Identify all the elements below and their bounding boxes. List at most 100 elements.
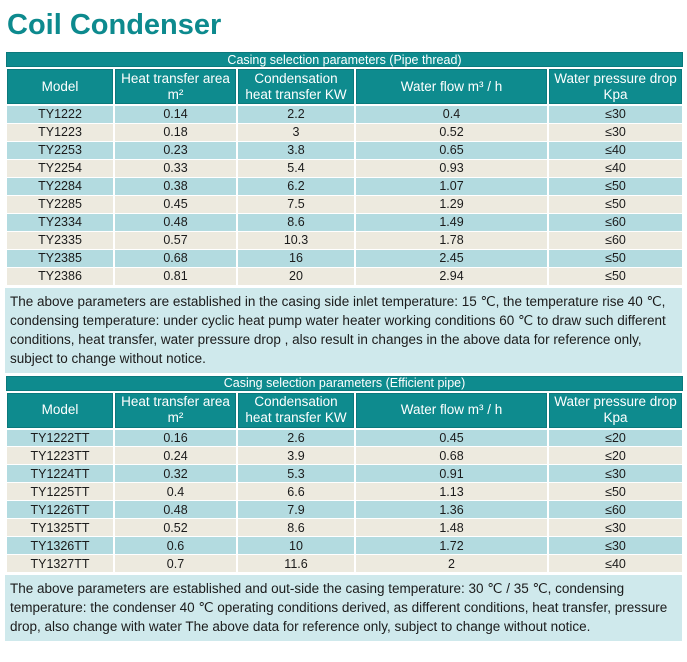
table-cell: 5.3 xyxy=(236,464,356,483)
table-cell: ≤60 xyxy=(547,500,684,519)
page-title: Coil Condenser xyxy=(7,9,222,41)
table-cell: TY1225TT xyxy=(5,482,115,501)
table-cell: ≤30 xyxy=(546,104,685,124)
table-cell: TY1223 xyxy=(5,122,115,142)
table-header-row: Model Heat transfer area m² Condensation hea… xyxy=(5,390,684,430)
table-cell: 1.49 xyxy=(354,212,549,232)
table-row: TY2334 0.48 8.6 1.49 ≤60 xyxy=(5,212,685,232)
pipe-thread-table: Casing selection parameters (Pipe thread… xyxy=(5,52,685,286)
table-cell: 0.81 xyxy=(113,266,238,286)
table-cell: 0.65 xyxy=(354,140,549,160)
table-cell: TY2254 xyxy=(5,158,115,178)
table-cell: TY2334 xyxy=(5,212,115,232)
table-cell: TY2386 xyxy=(5,266,115,286)
table-cell: 1.13 xyxy=(354,482,549,501)
table-cell: ≤40 xyxy=(546,140,685,160)
column-header-line: heat transfer KW xyxy=(245,410,347,425)
table-cell: 1.78 xyxy=(354,230,549,250)
table-cell: TY2335 xyxy=(5,230,115,250)
table-cell: 2.6 xyxy=(236,428,356,447)
table-row: TY1222TT 0.16 2.6 0.45 ≤20 xyxy=(5,428,684,447)
table-cell: 10 xyxy=(236,536,356,555)
column-header: Heat transfer area m² xyxy=(113,390,238,430)
table-cell: TY1327TT xyxy=(5,554,115,573)
table-row: TY1225TT 0.4 6.6 1.13 ≤50 xyxy=(5,482,684,501)
table-cell: ≤50 xyxy=(547,482,684,501)
column-header-line: Condensation xyxy=(254,70,338,86)
table-cell: TY2285 xyxy=(5,194,115,214)
table-cell: 0.38 xyxy=(113,176,238,196)
table-cell: 7.9 xyxy=(236,500,356,519)
table-caption: Casing selection parameters (Efficient p… xyxy=(6,375,683,393)
table-row: TY1326TT 0.6 10 1.72 ≤30 xyxy=(5,536,684,555)
table-cell: 5.4 xyxy=(236,158,356,178)
column-header-line: Model xyxy=(41,78,79,94)
table-row: TY1222 0.14 2.2 0.4 ≤30 xyxy=(5,104,685,124)
column-header: Model xyxy=(5,67,115,106)
table-cell: 3.8 xyxy=(236,140,356,160)
column-header-line: Water flow m³ / h xyxy=(400,402,503,417)
column-header-line: Model xyxy=(41,402,79,417)
table-cell: 1.36 xyxy=(354,500,549,519)
table-cell: 2 xyxy=(354,554,549,573)
table-cell: 0.18 xyxy=(113,122,238,142)
table-cell: TY1224TT xyxy=(5,464,115,483)
column-header: Condensation heat transfer KW xyxy=(236,67,356,106)
table-cell: ≤20 xyxy=(547,428,684,447)
table-cell: 0.32 xyxy=(113,464,238,483)
table-row: TY1327TT 0.7 11.6 2 ≤40 xyxy=(5,554,684,573)
table-cell: ≤30 xyxy=(547,518,684,537)
table-cell: TY1222 xyxy=(5,104,115,124)
table-cell: 0.45 xyxy=(354,428,549,447)
table-cell: ≤40 xyxy=(547,554,684,573)
column-header-line: Water flow m³ / h xyxy=(400,78,503,94)
table-cell: 20 xyxy=(236,266,356,286)
table-cell: 0.7 xyxy=(113,554,238,573)
table-cell: 0.23 xyxy=(113,140,238,160)
table-cell: TY1223TT xyxy=(5,446,115,465)
table-cell: 8.6 xyxy=(236,212,356,232)
table-cell: 0.68 xyxy=(113,248,238,268)
table-cell: 10.3 xyxy=(236,230,356,250)
column-header-line: Kpa xyxy=(603,86,628,102)
table-cell: 16 xyxy=(236,248,356,268)
table-cell: ≤30 xyxy=(547,536,684,555)
table-body: TY1222TT 0.16 2.6 0.45 ≤20 TY1223TT 0.24 3.9 0.6… xyxy=(5,428,684,573)
table-cell: 1.07 xyxy=(354,176,549,196)
table-row: TY1223 0.18 3 0.52 ≤30 xyxy=(5,122,685,142)
table-caption-row: Casing selection parameters (Efficient p… xyxy=(6,375,683,393)
table-cell: 6.2 xyxy=(236,176,356,196)
table-row: TY2253 0.23 3.8 0.65 ≤40 xyxy=(5,140,685,160)
table-caption-row: Casing selection parameters (Pipe thread… xyxy=(6,52,684,69)
table-cell: 1.29 xyxy=(354,194,549,214)
table-row: TY2385 0.68 16 2.45 ≤50 xyxy=(5,248,685,268)
table-cell: 0.4 xyxy=(113,482,238,501)
table-cell: 8.6 xyxy=(236,518,356,537)
table-row: TY2285 0.45 7.5 1.29 ≤50 xyxy=(5,194,685,214)
table-cell: ≤60 xyxy=(546,212,685,232)
table-cell: TY2284 xyxy=(5,176,115,196)
table-cell: 0.68 xyxy=(354,446,549,465)
column-header-line: Water pressure drop xyxy=(554,70,677,86)
table-cell: 0.14 xyxy=(113,104,238,124)
table-caption: Casing selection parameters (Pipe thread… xyxy=(6,52,684,69)
column-header: Water flow m³ / h xyxy=(354,390,549,430)
table-cell: 0.48 xyxy=(113,500,238,519)
table-cell: 2.94 xyxy=(354,266,549,286)
table-note: The above parameters are established in … xyxy=(5,287,682,373)
table-cell: 2.2 xyxy=(236,104,356,124)
table-cell: TY2253 xyxy=(5,140,115,160)
table-row: TY2284 0.38 6.2 1.07 ≤50 xyxy=(5,176,685,196)
table-cell: 0.4 xyxy=(354,104,549,124)
column-header-line: Heat transfer area xyxy=(121,70,230,86)
table-cell: ≤50 xyxy=(546,248,685,268)
table-cell: 1.72 xyxy=(354,536,549,555)
table-cell: 0.91 xyxy=(354,464,549,483)
table-cell: 0.45 xyxy=(113,194,238,214)
table-cell: TY1326TT xyxy=(5,536,115,555)
table-cell: 0.93 xyxy=(354,158,549,178)
column-header: Heat transfer area m² xyxy=(113,67,238,106)
table-cell: ≤50 xyxy=(546,266,685,286)
table-cell: TY2385 xyxy=(5,248,115,268)
table-cell: 0.48 xyxy=(113,212,238,232)
